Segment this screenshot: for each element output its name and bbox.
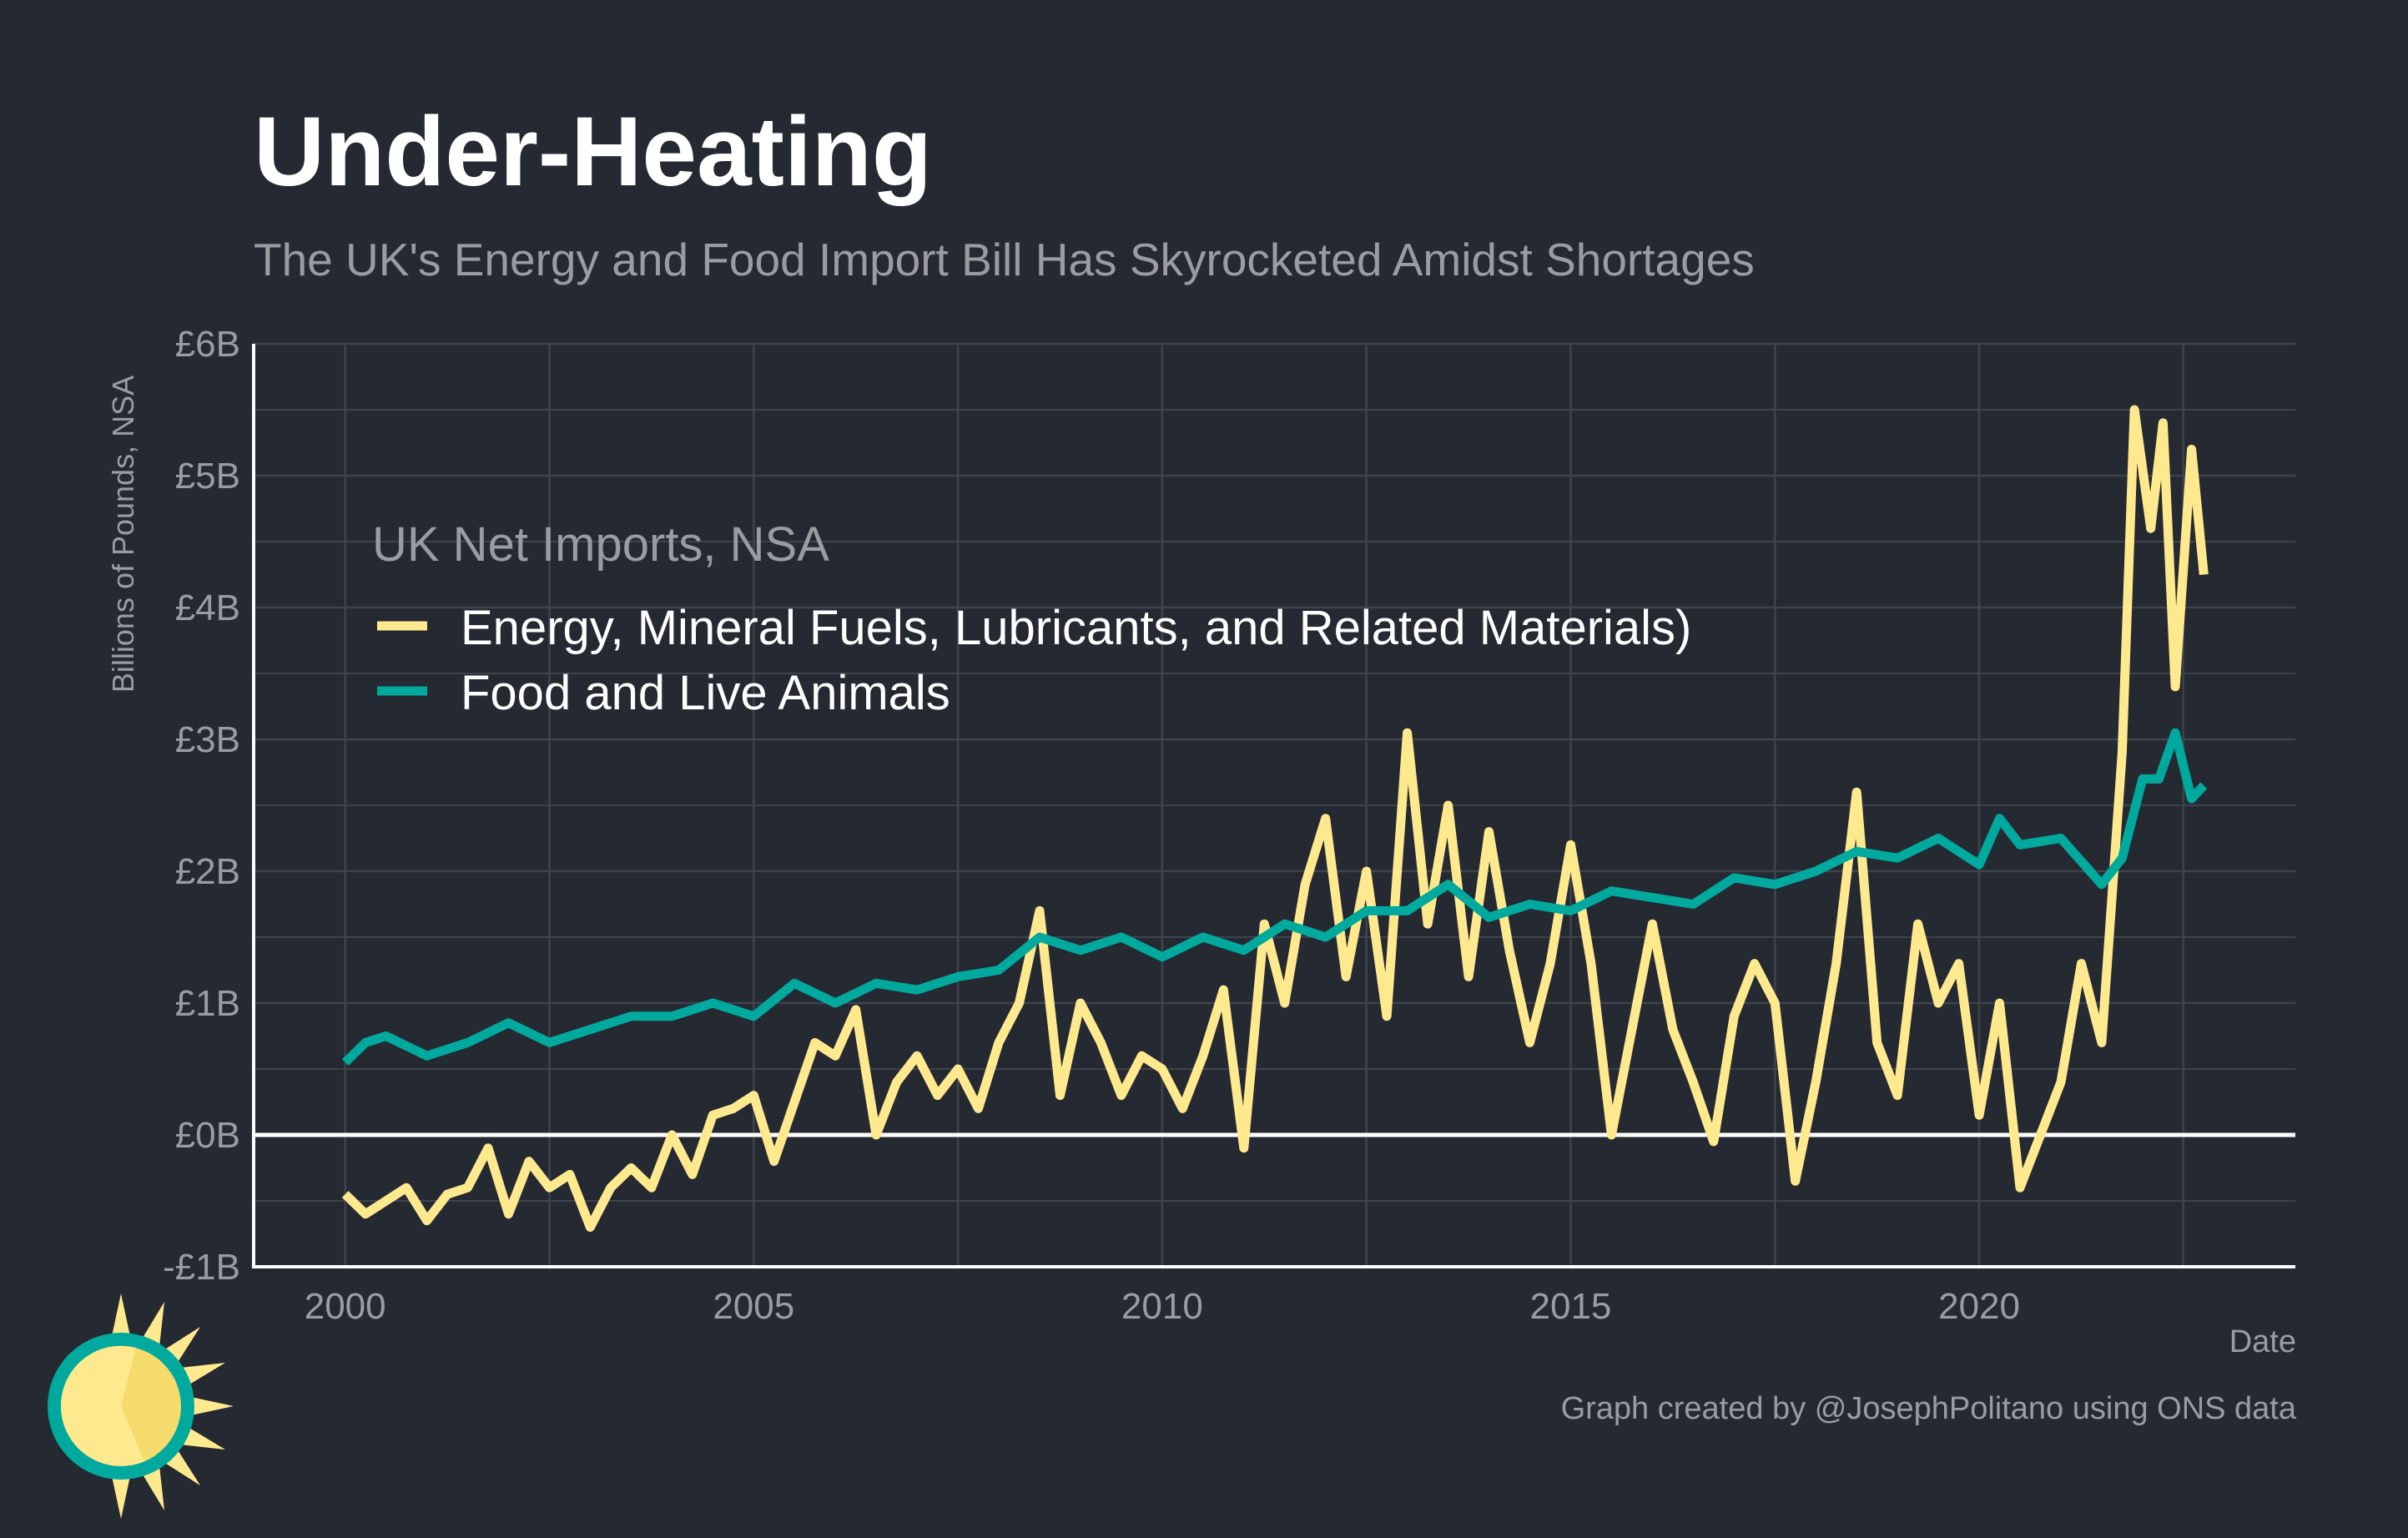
x-tick-label: 2015 [1530,1286,1612,1327]
x-tick-label: 2010 [1121,1286,1203,1327]
caption: Graph created by @JosephPolitano using O… [1561,1391,2297,1426]
sun-logo-icon [48,1293,234,1519]
series-line-energy [341,405,2209,1233]
y-tick-label: £5B [175,456,240,497]
y-tick-label: £4B [175,587,240,628]
grid [254,342,2295,1268]
y-tick-label: £1B [175,983,240,1024]
x-tick-label: 2005 [713,1286,794,1327]
chart-title: Under-Heating [254,97,932,207]
x-tick-label: 2000 [305,1286,386,1327]
y-tick-label: £0B [175,1115,240,1156]
y-tick-label: £2B [175,851,240,892]
y-tick-label: £6B [175,324,240,365]
legend: UK Net Imports, NSA Energy, Mineral Fuel… [372,517,1691,720]
y-axis-label: Billions of Pounds, NSA [106,376,140,693]
y-tick-label: £3B [175,719,240,760]
series-lines [341,405,2209,1233]
legend-label-food: Food and Live Animals [461,666,950,720]
y-tick-label: -£1B [163,1247,240,1288]
x-tick-label: 2020 [1938,1286,2020,1327]
axes: -£1B £0B £1B £2B £3B £4B £5B £6B 2000 2005 2010 201… [163,324,2295,1327]
series-line-food [341,728,2208,1067]
chart-subtitle: The UK's Energy and Food Import Bill Has… [254,234,1755,285]
legend-label-energy: Energy, Mineral Fuels, Lubricants, and R… [461,601,1691,655]
x-axis-label: Date [2229,1324,2296,1359]
legend-title: UK Net Imports, NSA [372,517,829,572]
